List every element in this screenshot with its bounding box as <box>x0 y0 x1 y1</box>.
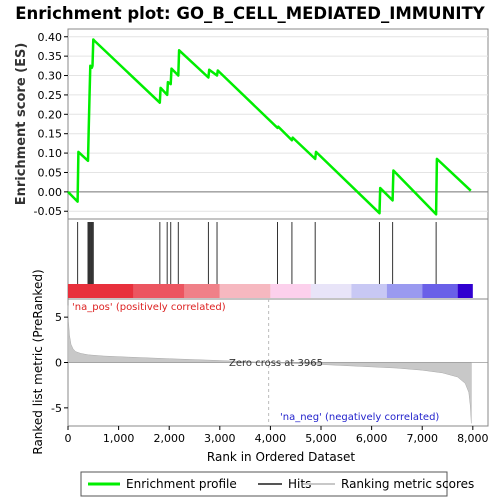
metric-y-axis-label: Ranked list metric (PreRanked) <box>31 269 45 454</box>
color-bar-segment <box>422 284 458 298</box>
x-tick-label: 4,000 <box>255 432 287 445</box>
x-tick-label: 1,000 <box>103 432 135 445</box>
enrichment-profile <box>67 38 472 216</box>
legend: Enrichment profile Hits Ranking metric sco… <box>88 477 474 491</box>
es-tick-label: 0.20 <box>38 108 63 121</box>
es-tick-label: 0.15 <box>38 128 63 141</box>
x-tick-label: 5,000 <box>305 432 337 445</box>
metric-tick-label: -5 <box>51 402 62 415</box>
es-tick-label: 0.25 <box>38 89 63 102</box>
color-bar-segment <box>219 284 271 298</box>
es-y-ticks: -0.05 0.00 0.05 0.10 0.15 0.20 0.25 0.30 0.35 0.4… <box>34 31 68 218</box>
es-tick-label: 0.35 <box>38 50 63 63</box>
es-tick-label: 0.10 <box>38 147 63 160</box>
hits-panel <box>77 222 437 284</box>
es-grid <box>68 36 488 212</box>
color-bar-segment <box>184 284 220 298</box>
legend-label: Enrichment profile <box>126 477 237 491</box>
negative-correlation-label: 'na_neg' (negatively correlated) <box>280 412 439 423</box>
x-tick-label: 6,000 <box>356 432 388 445</box>
metric-tick-label: 5 <box>55 311 62 324</box>
x-tick-label: 0 <box>65 432 72 445</box>
metric-y-ticks: -5 0 5 <box>51 311 68 415</box>
color-bar-segment <box>68 284 134 298</box>
color-bar-segment <box>351 284 387 298</box>
metric-tick-label: 0 <box>55 357 62 370</box>
es-tick-label: -0.05 <box>34 205 62 218</box>
color-bar-segment <box>133 284 185 298</box>
enrichment-profile-line <box>67 38 472 216</box>
zero-cross-label: Zero cross at 3965 <box>229 358 323 369</box>
x-tick-label: 3,000 <box>204 432 236 445</box>
color-bar-segment <box>310 284 352 298</box>
chart-title: Enrichment plot: GO_B_CELL_MEDIATED_IMMU… <box>15 4 486 23</box>
es-tick-label: 0.00 <box>38 186 63 199</box>
x-tick-label: 2,000 <box>153 432 185 445</box>
color-bar-segment <box>457 284 473 298</box>
legend-box <box>80 471 448 497</box>
es-panel-frame <box>67 28 489 220</box>
color-bar-segment <box>386 284 423 298</box>
x-tick-label: 7,000 <box>406 432 438 445</box>
x-axis-label: Rank in Ordered Dataset <box>207 450 355 464</box>
color-bar-segment <box>270 284 311 298</box>
es-tick-label: 0.05 <box>38 166 63 179</box>
es-tick-label: 0.30 <box>38 70 63 83</box>
es-tick-label: 0.40 <box>38 31 63 44</box>
rank-color-bar <box>68 284 473 298</box>
positive-correlation-label: 'na_pos' (positively correlated) <box>72 302 226 313</box>
es-y-axis-label: Enrichment score (ES) <box>14 43 29 206</box>
x-axis-ticks: 0 1,000 2,000 3,000 4,000 5,000 6,000 7,000 8,00… <box>65 426 489 445</box>
ranking-metric-scores <box>67 305 472 424</box>
ranking-metric-area <box>67 299 488 426</box>
legend-label: Ranking metric scores <box>341 477 474 491</box>
legend-label: Hits <box>288 477 311 491</box>
x-tick-label: 8,000 <box>457 432 489 445</box>
